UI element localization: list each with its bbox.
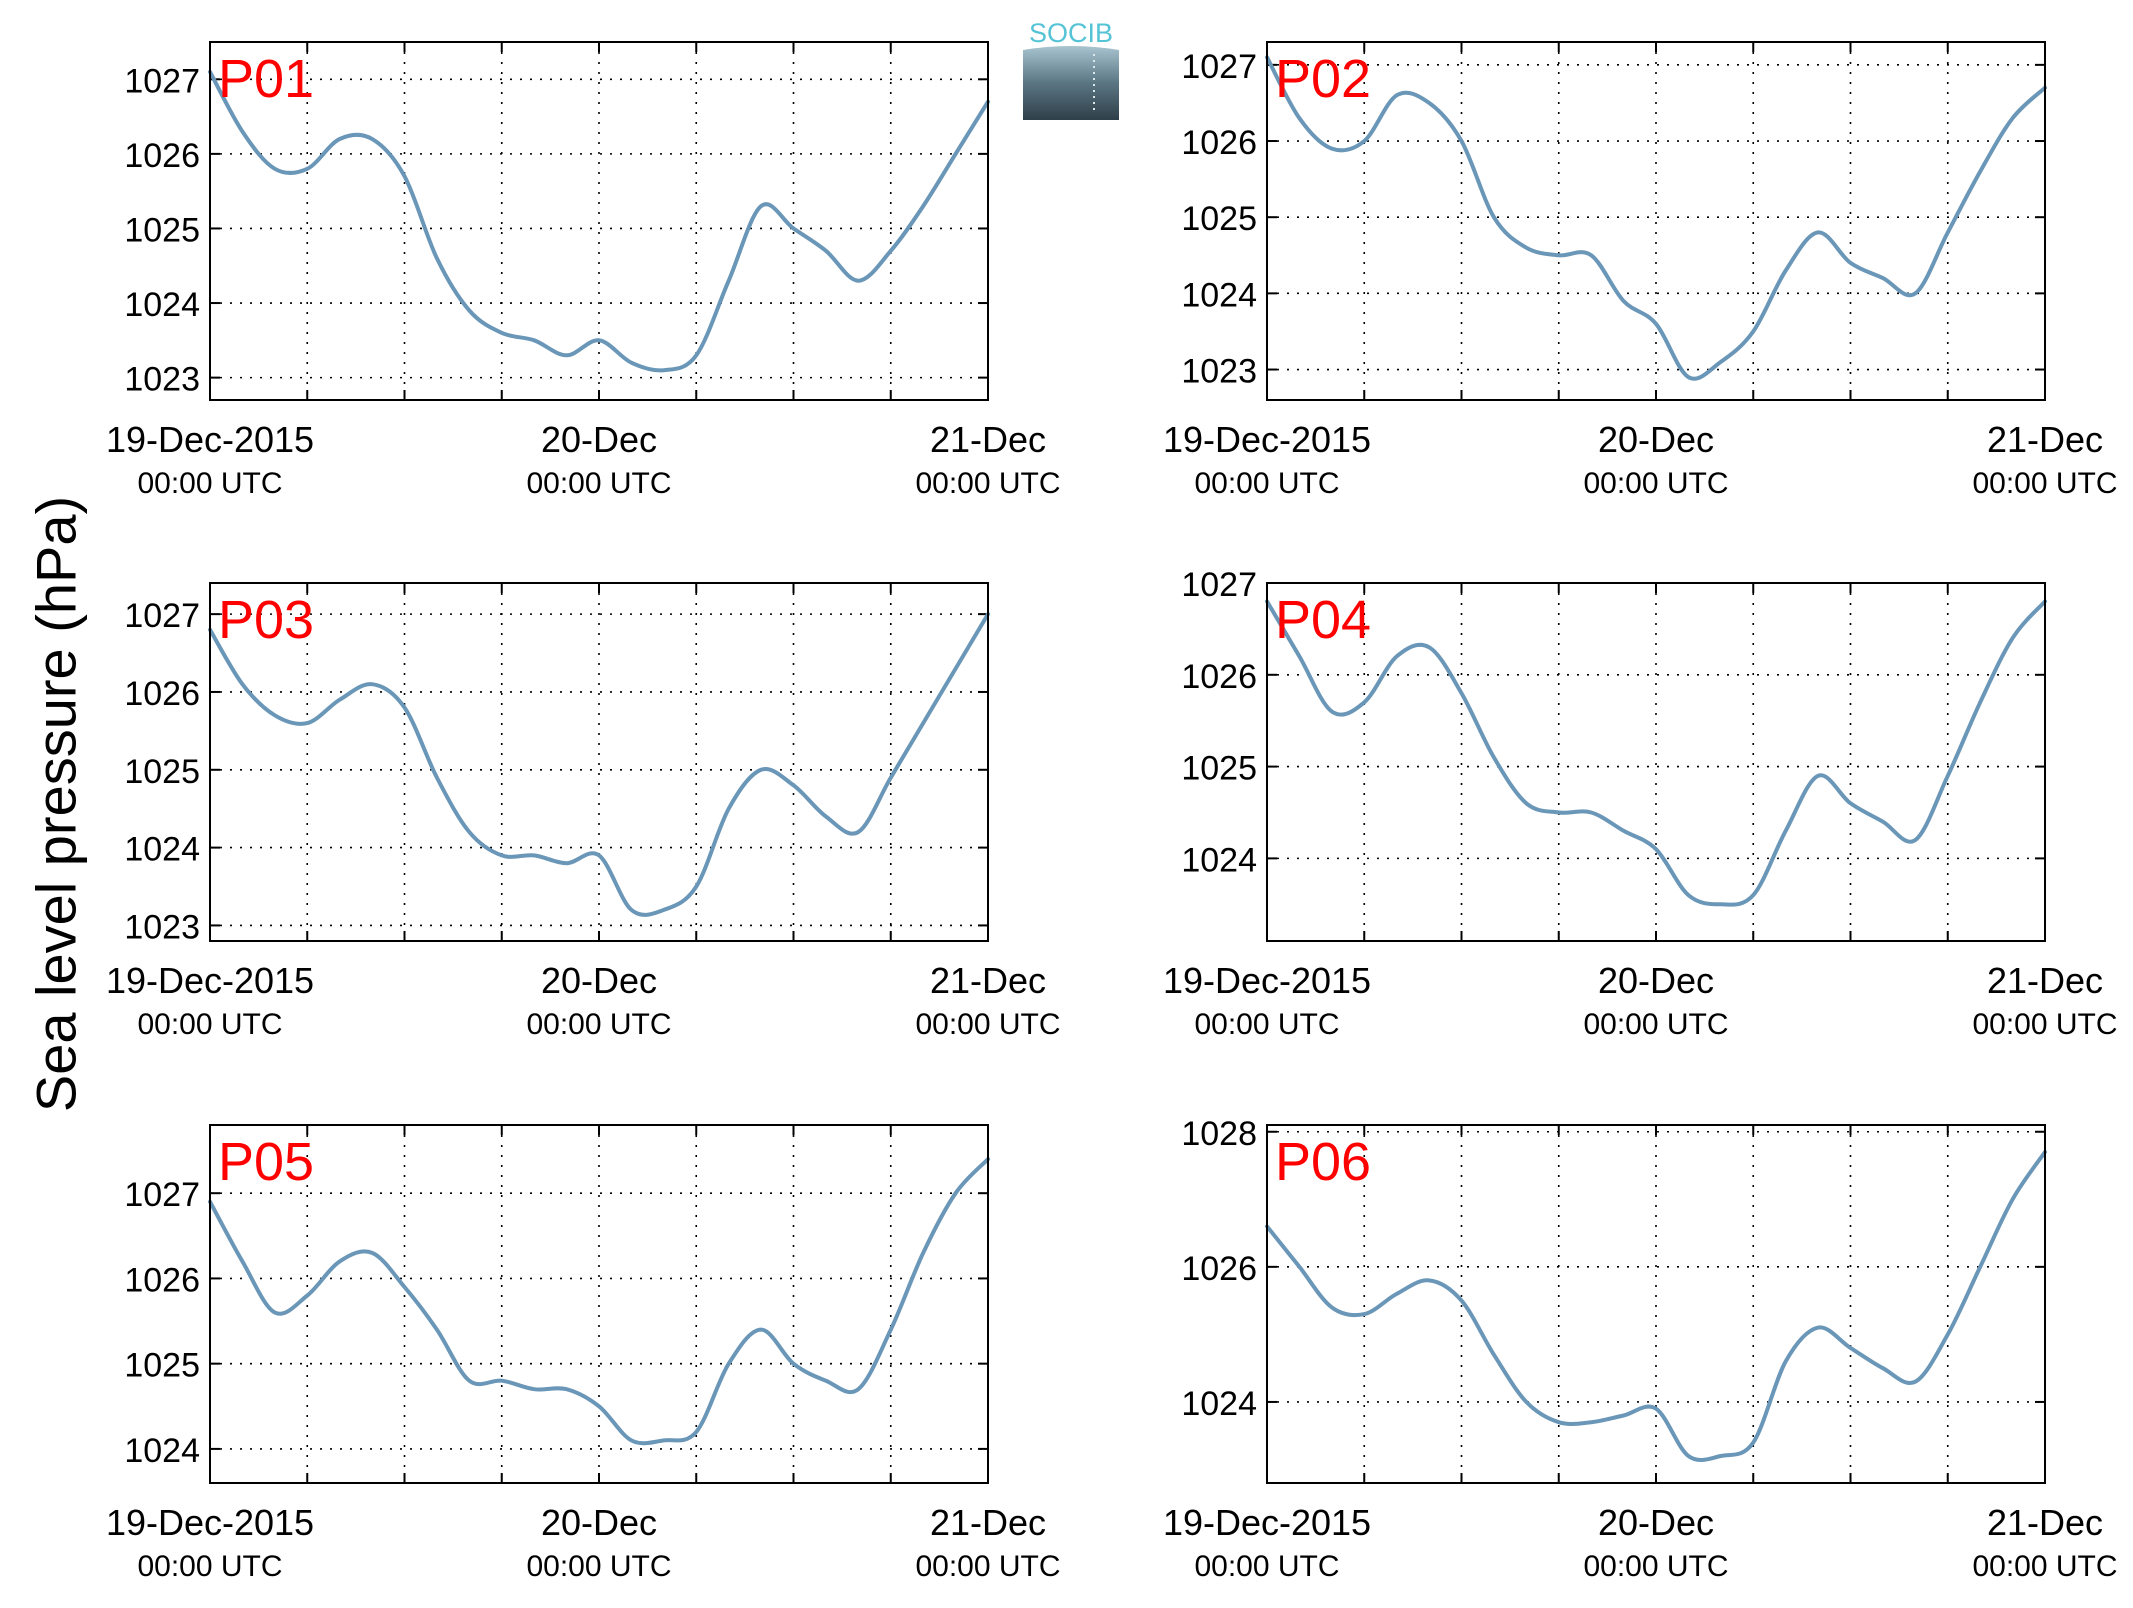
y-tick-label: 1024 <box>124 1432 200 1470</box>
y-tick-label: 1027 <box>124 62 200 100</box>
y-tick-label: 1025 <box>124 211 200 249</box>
y-tick-label: 1026 <box>1181 1250 1257 1288</box>
x-tick-label-time: 00:00 UTC <box>526 467 671 500</box>
y-tick-label: 1024 <box>124 831 200 869</box>
x-tick-label-time: 00:00 UTC <box>1194 1008 1339 1041</box>
x-tick-label-time: 00:00 UTC <box>1972 1008 2117 1041</box>
panel-label: P01 <box>218 49 314 109</box>
x-tick-label-time: 00:00 UTC <box>137 1008 282 1041</box>
y-tick-label: 1028 <box>1181 1115 1257 1153</box>
axes-box <box>1266 1124 2046 1484</box>
series-line <box>1265 1150 2047 1463</box>
series-line <box>208 1157 990 1446</box>
x-tick-label-time: 00:00 UTC <box>1972 467 2117 500</box>
y-tick-label: 1027 <box>124 597 200 635</box>
x-tick-label-date: 20-Dec <box>1598 960 1714 1001</box>
series-line <box>1265 599 2047 907</box>
x-tick-label-date: 20-Dec <box>1598 419 1714 460</box>
x-tick-label-time: 00:00 UTC <box>526 1008 671 1041</box>
y-tick-label: 1024 <box>124 286 200 324</box>
panel-label: P02 <box>1275 49 1371 109</box>
y-tick-label: 1023 <box>124 908 200 946</box>
panel-label: P03 <box>218 590 314 650</box>
series-line <box>208 69 990 373</box>
axes-box <box>209 41 989 401</box>
y-tick-label: 1024 <box>1181 1385 1257 1423</box>
x-tick-label-time: 00:00 UTC <box>137 1550 282 1583</box>
y-tick-label: 1027 <box>1181 48 1257 86</box>
y-tick-label: 1023 <box>124 361 200 399</box>
x-tick-label-date: 20-Dec <box>1598 1502 1714 1543</box>
y-tick-label: 1027 <box>124 1176 200 1214</box>
x-tick-label-time: 00:00 UTC <box>1583 467 1728 500</box>
x-tick-label-date: 21-Dec <box>1987 419 2103 460</box>
chart-panel-p04: 1024 1025 1026 1027 19-Dec-2015 00:00 UTC 20-D… <box>1163 566 2118 1041</box>
x-tick-label-time: 00:00 UTC <box>1194 467 1339 500</box>
series-line <box>208 612 990 917</box>
chart-panel-p06: 1024 1026 1028 19-Dec-2015 00:00 UTC 20-Dec 00… <box>1163 1115 2118 1583</box>
axes-box <box>1266 582 2046 942</box>
chart-panel-p05: 1024 1025 1026 1027 19-Dec-2015 00:00 UTC 20-D… <box>106 1124 1061 1583</box>
y-tick-label: 1026 <box>1181 658 1257 696</box>
chart-panel-p03: 1023 1024 1025 1026 1027 19-Dec-2015 00:00 UTC… <box>106 582 1061 1041</box>
x-tick-label-time: 00:00 UTC <box>915 1550 1060 1583</box>
x-tick-label-time: 00:00 UTC <box>137 467 282 500</box>
y-tick-label: 1025 <box>124 1347 200 1385</box>
y-tick-label: 1025 <box>124 753 200 791</box>
y-tick-label: 1025 <box>1181 200 1257 238</box>
x-tick-label-date: 19-Dec-2015 <box>106 419 314 460</box>
y-tick-label: 1023 <box>1181 353 1257 391</box>
x-tick-label-date: 21-Dec <box>930 419 1046 460</box>
axes-box <box>1266 41 2046 401</box>
x-tick-label-time: 00:00 UTC <box>915 1008 1060 1041</box>
y-tick-label: 1025 <box>1181 750 1257 788</box>
x-tick-label-time: 00:00 UTC <box>526 1550 671 1583</box>
socib-logo: SOCIB <box>1023 18 1119 120</box>
x-tick-label-date: 20-Dec <box>541 1502 657 1543</box>
chart-panel-p02: 1023 1024 1025 1026 1027 19-Dec-2015 00:00 UTC… <box>1163 41 2118 500</box>
axes-box <box>209 1124 989 1484</box>
x-tick-label-time: 00:00 UTC <box>1583 1008 1728 1041</box>
panel-label: P06 <box>1275 1132 1371 1192</box>
x-tick-label-date: 20-Dec <box>541 419 657 460</box>
panel-label: P05 <box>218 1132 314 1192</box>
x-tick-label-date: 20-Dec <box>541 960 657 1001</box>
x-tick-label-date: 19-Dec-2015 <box>1163 960 1371 1001</box>
x-tick-label-date: 21-Dec <box>930 1502 1046 1543</box>
x-tick-label-date: 21-Dec <box>1987 1502 2103 1543</box>
x-tick-label-date: 21-Dec <box>930 960 1046 1001</box>
logo-text: SOCIB <box>1029 18 1113 48</box>
y-tick-label: 1026 <box>1181 124 1257 162</box>
x-tick-label-date: 21-Dec <box>1987 960 2103 1001</box>
x-tick-label-time: 00:00 UTC <box>1194 1550 1339 1583</box>
y-tick-label: 1026 <box>124 1261 200 1299</box>
panel-label: P04 <box>1275 590 1371 650</box>
axes-box <box>209 582 989 942</box>
x-tick-label-date: 19-Dec-2015 <box>1163 419 1371 460</box>
x-tick-label-time: 00:00 UTC <box>1583 1550 1728 1583</box>
x-tick-label-date: 19-Dec-2015 <box>106 960 314 1001</box>
y-tick-label: 1027 <box>1181 566 1257 604</box>
y-tick-label: 1026 <box>124 675 200 713</box>
series-line <box>1265 55 2047 381</box>
x-tick-label-date: 19-Dec-2015 <box>106 1502 314 1543</box>
y-tick-label: 1024 <box>1181 841 1257 879</box>
y-tick-label: 1026 <box>124 137 200 175</box>
x-tick-label-time: 00:00 UTC <box>1972 1550 2117 1583</box>
x-tick-label-time: 00:00 UTC <box>915 467 1060 500</box>
y-tick-label: 1024 <box>1181 276 1257 314</box>
x-tick-label-date: 19-Dec-2015 <box>1163 1502 1371 1543</box>
chart-panel-p01: 1023 1024 1025 1026 1027 19-Dec-2015 00:00 UTC… <box>106 41 1061 500</box>
